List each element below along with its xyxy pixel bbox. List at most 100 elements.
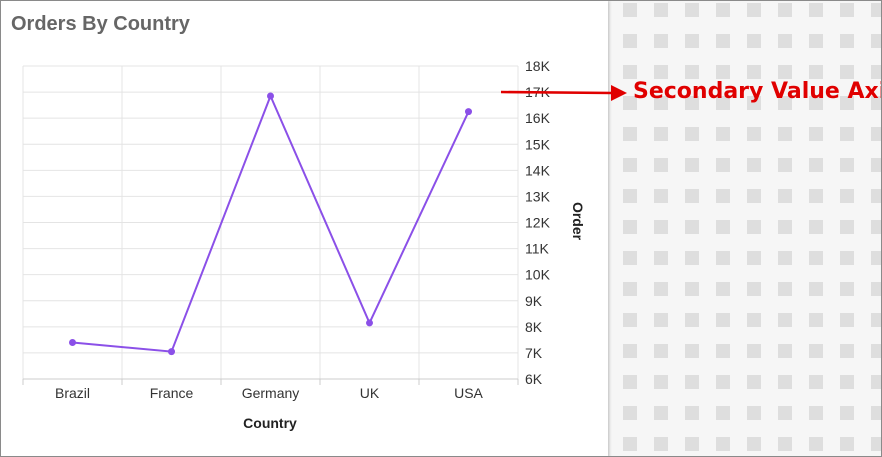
pattern-square bbox=[840, 189, 854, 203]
x-axis-title: Country bbox=[243, 415, 297, 431]
pattern-square bbox=[809, 158, 823, 172]
pattern-square bbox=[840, 65, 854, 79]
pattern-square bbox=[716, 437, 730, 451]
pattern-square bbox=[716, 127, 730, 141]
pattern-square bbox=[778, 406, 792, 420]
grid-lines bbox=[22, 65, 519, 385]
y-tick-label: 16K bbox=[525, 110, 551, 126]
pattern-square bbox=[685, 313, 699, 327]
pattern-square bbox=[716, 313, 730, 327]
pattern-square bbox=[840, 251, 854, 265]
pattern-square bbox=[623, 282, 637, 296]
pattern-square bbox=[871, 34, 881, 48]
pattern-square bbox=[871, 127, 881, 141]
x-tick-label: Germany bbox=[242, 385, 300, 401]
x-axis-labels: Brazil France Germany UK USA bbox=[55, 385, 484, 401]
pattern-square bbox=[716, 251, 730, 265]
pattern-square bbox=[840, 158, 854, 172]
pattern-square bbox=[623, 158, 637, 172]
pattern-square bbox=[840, 3, 854, 17]
pattern-square bbox=[747, 3, 761, 17]
pattern-square bbox=[685, 158, 699, 172]
y-tick-label: 18K bbox=[525, 58, 551, 74]
pattern-square bbox=[623, 251, 637, 265]
pattern-square bbox=[623, 96, 637, 110]
pattern-square bbox=[654, 344, 668, 358]
pattern-square bbox=[716, 282, 730, 296]
pattern-square bbox=[747, 251, 761, 265]
pattern-square bbox=[809, 251, 823, 265]
pattern-square bbox=[778, 282, 792, 296]
pattern-square bbox=[685, 127, 699, 141]
pattern-square bbox=[871, 158, 881, 172]
pattern-square bbox=[747, 96, 761, 110]
pattern-square bbox=[654, 282, 668, 296]
pattern-square bbox=[871, 375, 881, 389]
pattern-square bbox=[778, 251, 792, 265]
data-point[interactable] bbox=[465, 108, 472, 116]
pattern-square bbox=[654, 96, 668, 110]
pattern-square bbox=[840, 375, 854, 389]
pattern-square bbox=[871, 406, 881, 420]
pattern-square bbox=[716, 158, 730, 172]
pattern-square bbox=[809, 375, 823, 389]
pattern-square bbox=[840, 220, 854, 234]
pattern-square bbox=[747, 282, 761, 296]
pattern-square bbox=[654, 220, 668, 234]
pattern-square bbox=[747, 189, 761, 203]
line-chart: Brazil France Germany UK USA 6K 7K 8K 9K 10K 11K 1… bbox=[22, 58, 586, 431]
y-tick-label: 13K bbox=[525, 188, 551, 204]
pattern-square bbox=[685, 96, 699, 110]
data-point[interactable] bbox=[168, 348, 175, 356]
pattern-square bbox=[747, 375, 761, 389]
pattern-square bbox=[747, 406, 761, 420]
pattern-square bbox=[840, 34, 854, 48]
y-tick-label: 14K bbox=[525, 162, 551, 178]
pattern-square bbox=[654, 313, 668, 327]
x-tick-label: UK bbox=[360, 385, 380, 401]
pattern-square bbox=[778, 189, 792, 203]
pattern-square bbox=[747, 127, 761, 141]
pattern-square bbox=[871, 313, 881, 327]
pattern-square bbox=[747, 220, 761, 234]
arrow-line bbox=[500, 90, 614, 95]
pattern-square bbox=[871, 251, 881, 265]
pattern-square bbox=[685, 437, 699, 451]
pattern-square bbox=[685, 251, 699, 265]
pattern-square bbox=[809, 220, 823, 234]
y-tick-label: 9K bbox=[525, 293, 543, 309]
pattern-square bbox=[654, 437, 668, 451]
data-point[interactable] bbox=[267, 92, 274, 100]
pattern-square bbox=[809, 3, 823, 17]
pattern-square bbox=[871, 96, 881, 110]
pattern-square bbox=[685, 344, 699, 358]
pattern-square bbox=[778, 344, 792, 358]
pattern-square bbox=[685, 282, 699, 296]
pattern-square bbox=[871, 220, 881, 234]
pattern-square bbox=[685, 3, 699, 17]
pattern-square bbox=[716, 220, 730, 234]
pattern-square bbox=[871, 189, 881, 203]
pattern-square bbox=[747, 344, 761, 358]
data-point[interactable] bbox=[366, 319, 373, 327]
pattern-square bbox=[809, 313, 823, 327]
pattern-square bbox=[716, 34, 730, 48]
pattern-square bbox=[778, 158, 792, 172]
pattern-square bbox=[778, 220, 792, 234]
data-point[interactable] bbox=[69, 338, 76, 346]
pattern-square bbox=[840, 313, 854, 327]
pattern-square bbox=[778, 437, 792, 451]
pattern-square bbox=[654, 251, 668, 265]
pattern-square bbox=[778, 313, 792, 327]
y-tick-label: 11K bbox=[525, 241, 550, 257]
pattern-square bbox=[809, 344, 823, 358]
y-tick-label: 12K bbox=[525, 215, 551, 231]
pattern-square bbox=[809, 406, 823, 420]
pattern-square bbox=[654, 406, 668, 420]
pattern-square bbox=[654, 158, 668, 172]
pattern-square bbox=[716, 65, 730, 79]
pattern-square bbox=[840, 344, 854, 358]
pattern-square bbox=[871, 282, 881, 296]
